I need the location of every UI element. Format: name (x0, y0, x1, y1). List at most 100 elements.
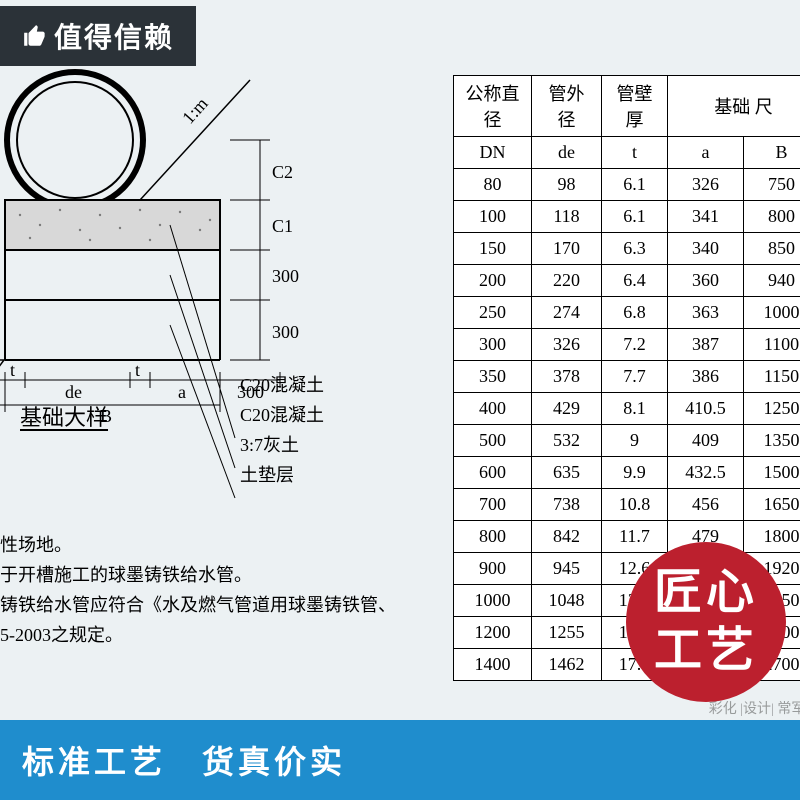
table-row: 80986.1326750 (454, 169, 800, 201)
table-cell: 200 (454, 265, 532, 297)
table-cell: 750 (744, 169, 800, 201)
table-cell: 456 (668, 489, 744, 521)
table-cell: 1462 (532, 649, 602, 681)
table-cell: 170 (532, 233, 602, 265)
table-cell: 1400 (454, 649, 532, 681)
table-cell: 10.8 (602, 489, 668, 521)
table-cell: 940 (744, 265, 800, 297)
col-group-base: 基础 尺 (668, 76, 800, 137)
table-cell: 1650 (744, 489, 800, 521)
table-cell: 80 (454, 169, 532, 201)
col-group-de: 管外径 (532, 76, 602, 137)
table-cell: 363 (668, 297, 744, 329)
table-cell: 432.5 (668, 457, 744, 489)
table-cell: 635 (532, 457, 602, 489)
table-cell: 1255 (532, 617, 602, 649)
table-cell: 11.7 (602, 521, 668, 553)
table-cell: 6.3 (602, 233, 668, 265)
table-cell: 326 (532, 329, 602, 361)
material-2: 3:7灰土 (240, 430, 324, 460)
table-cell: 900 (454, 553, 532, 585)
table-cell: 9 (602, 425, 668, 457)
table-cell: 100 (454, 201, 532, 233)
table-cell: 1250 (744, 393, 800, 425)
table-cell: 341 (668, 201, 744, 233)
dim-c2: C2 (272, 162, 293, 182)
table-row: 6006359.9432.51500 (454, 457, 800, 489)
col-group-dn: 公称直径 (454, 76, 532, 137)
table-cell: 360 (668, 265, 744, 297)
col-B: B (744, 137, 800, 169)
table-cell: 850 (744, 233, 800, 265)
table-cell: 429 (532, 393, 602, 425)
note-line-2: 铸铁给水管应符合《水及燃气管道用球墨铸铁管、 (0, 590, 396, 620)
table-cell: 6.8 (602, 297, 668, 329)
table-cell: 8.1 (602, 393, 668, 425)
trust-badge-text: 值得信赖 (54, 16, 174, 56)
table-cell: 274 (532, 297, 602, 329)
col-t: t (602, 137, 668, 169)
table-group-header-row: 公称直径 管外径 管壁厚 基础 尺 (454, 76, 800, 137)
table-cell: 250 (454, 297, 532, 329)
craft-line2: 工艺 (654, 622, 758, 680)
table-cell: 532 (532, 425, 602, 457)
table-cell: 409 (668, 425, 744, 457)
table-row: 50053294091350 (454, 425, 800, 457)
table-cell: 350 (454, 361, 532, 393)
table-sub-header-row: DN de t a B (454, 137, 800, 169)
table-cell: 1800 (744, 521, 800, 553)
table-cell: 386 (668, 361, 744, 393)
table-cell: 800 (744, 201, 800, 233)
table-cell: 300 (454, 329, 532, 361)
note-line-0: 性场地。 (0, 530, 396, 560)
trust-badge: 值得信赖 (0, 6, 196, 66)
table-cell: 1500 (744, 457, 800, 489)
note-line-1: 于开槽施工的球墨铸铁给水管。 (0, 560, 396, 590)
table-row: 1501706.3340850 (454, 233, 800, 265)
slope-label: 1:m (178, 93, 212, 127)
table-row: 3003267.23871100 (454, 329, 800, 361)
craft-line1: 匠心 (654, 564, 758, 622)
note-line-3: 5-2003之规定。 (0, 620, 396, 650)
dim-c1: C1 (272, 216, 293, 236)
dim-de: de (65, 382, 82, 402)
table-cell: 400 (454, 393, 532, 425)
drawing-title: 基础大样 (20, 400, 108, 432)
table-cell: 6.4 (602, 265, 668, 297)
table-cell: 410.5 (668, 393, 744, 425)
table-cell: 6.1 (602, 201, 668, 233)
col-a: a (668, 137, 744, 169)
material-labels: C20混凝土 C20混凝土 3:7灰土 土垫层 (240, 370, 324, 490)
col-de: de (532, 137, 602, 169)
craft-badge: 匠心 工艺 (626, 542, 786, 702)
drawing-notes: 性场地。 于开槽施工的球墨铸铁给水管。 铸铁给水管应符合《水及燃气管道用球墨铸铁… (0, 530, 396, 650)
dim-300a: 300 (272, 266, 299, 286)
table-cell: 7.7 (602, 361, 668, 393)
table-row: 3503787.73861150 (454, 361, 800, 393)
table-cell: 378 (532, 361, 602, 393)
table-row: 2502746.83631000 (454, 297, 800, 329)
table-cell: 326 (668, 169, 744, 201)
table-cell: 738 (532, 489, 602, 521)
material-1: C20混凝土 (240, 400, 324, 430)
table-row: 2002206.4360940 (454, 265, 800, 297)
table-cell: 1200 (454, 617, 532, 649)
col-group-t: 管壁厚 (602, 76, 668, 137)
table-cell: 945 (532, 553, 602, 585)
material-3: 土垫层 (240, 460, 324, 490)
table-cell: 118 (532, 201, 602, 233)
table-row: 70073810.84561650 (454, 489, 800, 521)
table-cell: 387 (668, 329, 744, 361)
table-cell: 1350 (744, 425, 800, 457)
table-cell: 600 (454, 457, 532, 489)
table-cell: 220 (532, 265, 602, 297)
table-cell: 1100 (744, 329, 800, 361)
table-cell: 6.1 (602, 169, 668, 201)
table-cell: 1048 (532, 585, 602, 617)
table-cell: 1000 (744, 297, 800, 329)
dim-a: a (178, 382, 186, 402)
bottom-bar: 标准工艺 货真价实 (0, 720, 800, 800)
dim-t-right: t (135, 360, 140, 380)
table-cell: 1150 (744, 361, 800, 393)
table-cell: 340 (668, 233, 744, 265)
